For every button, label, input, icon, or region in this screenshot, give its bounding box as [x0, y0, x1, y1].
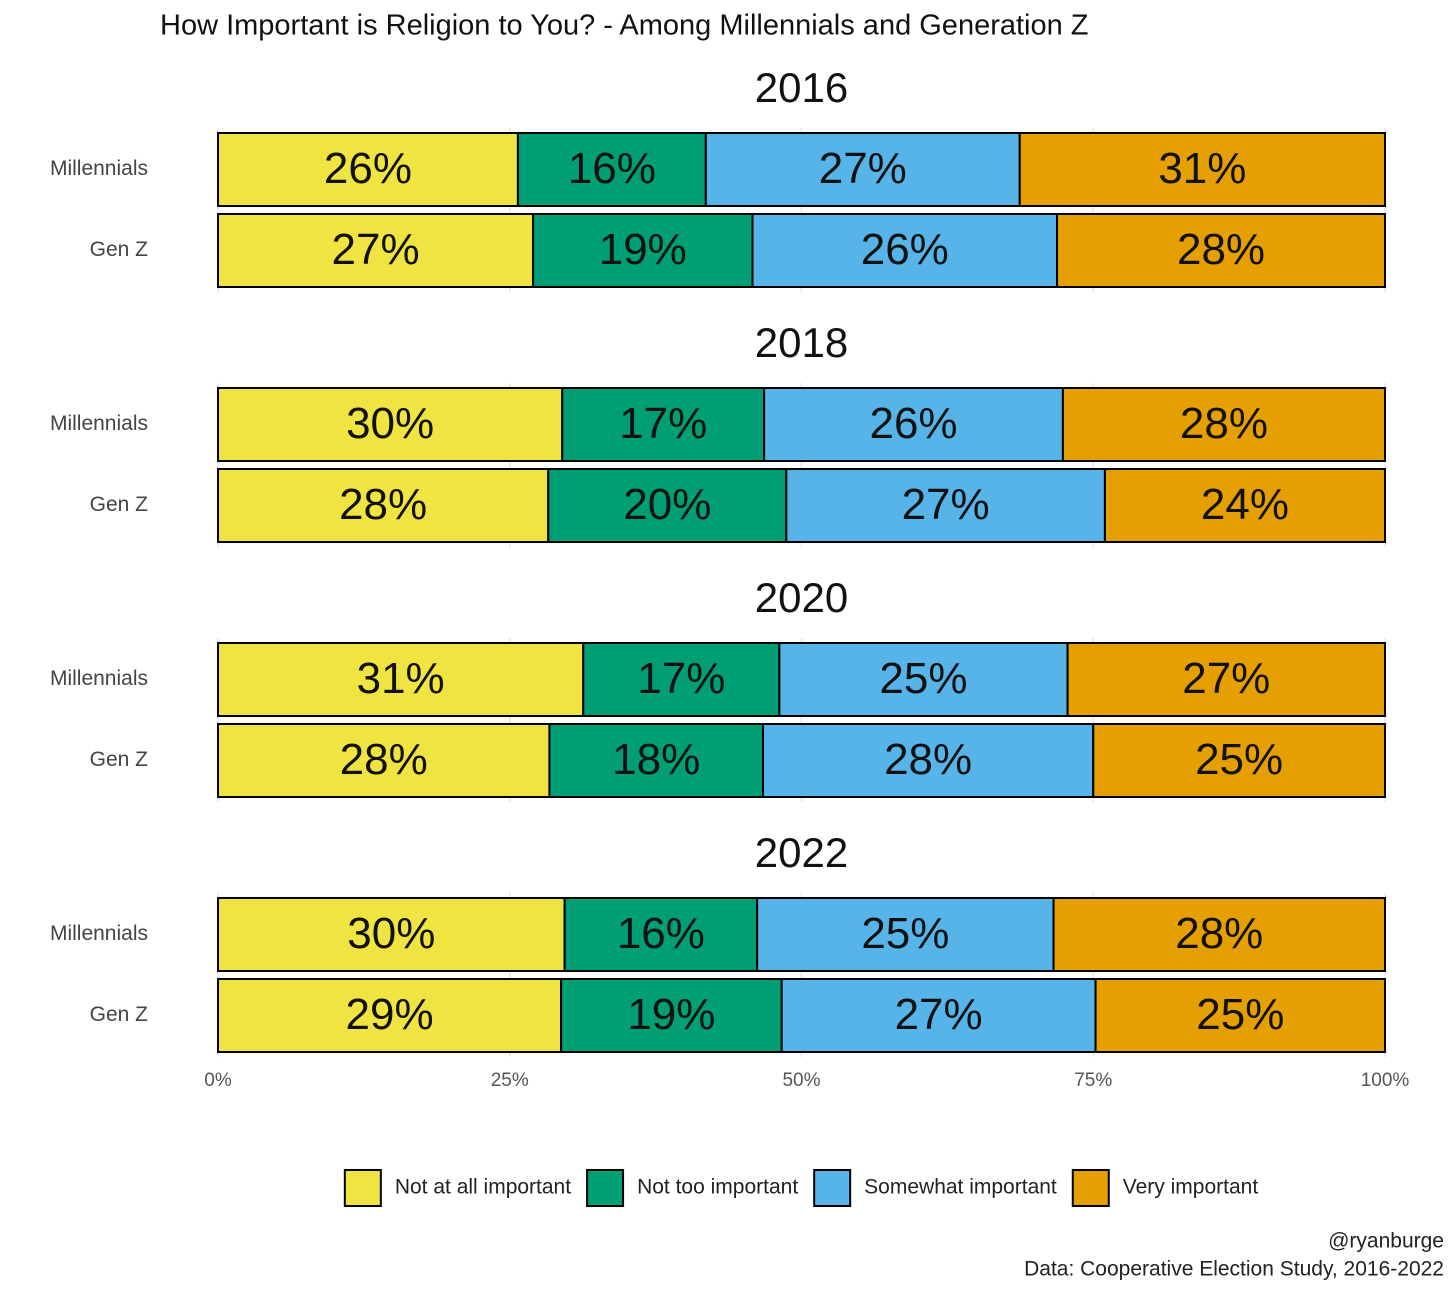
x-tick-label: 75% — [1074, 1070, 1112, 1091]
value-label: 17% — [637, 654, 725, 703]
value-label: 30% — [346, 399, 434, 448]
bar-segment — [1056, 213, 1386, 288]
legend-label: Not too important — [637, 1176, 798, 1199]
bar-segment — [217, 213, 535, 288]
y-tick-label: Gen Z — [90, 1003, 149, 1026]
x-tick-label: 100% — [1361, 1070, 1410, 1091]
value-label: 19% — [599, 225, 687, 274]
value-label: 26% — [869, 399, 957, 448]
y-tick-label: Millennials — [50, 922, 148, 945]
bar-segment — [1103, 468, 1387, 543]
bar-segment — [1092, 723, 1386, 798]
bar-segment — [516, 132, 707, 207]
value-label: 28% — [884, 735, 972, 784]
value-label: 25% — [879, 654, 967, 703]
bar-segment — [560, 978, 783, 1053]
bar-segment — [217, 468, 550, 543]
legend-label: Very important — [1123, 1176, 1259, 1199]
value-label: 26% — [324, 144, 412, 193]
value-label: 28% — [1175, 909, 1263, 958]
value-label: 28% — [1180, 399, 1268, 448]
value-label: 25% — [861, 909, 949, 958]
legend-label: Not at all important — [395, 1176, 571, 1199]
facet-title: 2016 — [755, 64, 848, 111]
value-label: 16% — [617, 909, 705, 958]
facet-title: 2020 — [755, 574, 848, 621]
legend-swatch — [586, 1169, 625, 1207]
value-label: 16% — [568, 144, 656, 193]
value-label: 19% — [627, 990, 715, 1039]
bar-segment — [1094, 978, 1386, 1053]
value-label: 27% — [819, 144, 907, 193]
value-label: 20% — [623, 480, 711, 529]
chart-title: How Important is Religion to You? - Amon… — [160, 10, 1089, 42]
value-label: 28% — [340, 735, 428, 784]
x-tick-label: 25% — [491, 1070, 529, 1091]
value-label: 28% — [1177, 225, 1265, 274]
bar-segment — [780, 978, 1097, 1053]
bar-segment — [756, 897, 1055, 972]
value-label: 25% — [1195, 735, 1283, 784]
facet-title: 2018 — [755, 319, 848, 366]
x-tick-label: 50% — [782, 1070, 820, 1091]
bar-segment — [778, 642, 1069, 717]
bar-segment — [582, 642, 781, 717]
facet-title: 2022 — [755, 829, 848, 876]
value-label: 31% — [357, 654, 445, 703]
value-label: 18% — [612, 735, 700, 784]
bar-segment — [563, 897, 759, 972]
bar-segment — [1061, 387, 1386, 462]
bar-segment — [1052, 897, 1387, 972]
bar-segment — [785, 468, 1106, 543]
bar-segment — [763, 387, 1064, 462]
y-tick-label: Gen Z — [90, 748, 149, 771]
value-label: 27% — [895, 990, 983, 1039]
bar-segment — [547, 468, 788, 543]
value-label: 31% — [1158, 144, 1246, 193]
value-label: 27% — [1182, 654, 1270, 703]
y-tick-label: Gen Z — [90, 493, 149, 516]
y-tick-label: Millennials — [50, 157, 148, 180]
bar-segment — [217, 897, 566, 972]
bar-segment — [217, 978, 563, 1053]
bar-segment — [1066, 642, 1387, 717]
bar-segment — [217, 387, 564, 462]
bar-segment — [217, 723, 551, 798]
caption: @ryanburge — [1328, 1230, 1444, 1253]
bar-segment — [1018, 132, 1386, 207]
bar-segment — [761, 723, 1095, 798]
value-label: 25% — [1196, 990, 1284, 1039]
y-tick-label: Millennials — [50, 412, 148, 435]
bar-segment — [751, 213, 1059, 288]
bar-segment — [532, 213, 754, 288]
y-tick-label: Gen Z — [90, 238, 149, 261]
value-label: 27% — [902, 480, 990, 529]
bar-segment — [217, 132, 519, 207]
bar-segment — [704, 132, 1021, 207]
legend-swatch — [1071, 1169, 1110, 1207]
value-label: 30% — [347, 909, 435, 958]
value-label: 24% — [1201, 480, 1289, 529]
legend-label: Somewhat important — [864, 1176, 1057, 1199]
value-label: 29% — [346, 990, 434, 1039]
value-label: 27% — [332, 225, 420, 274]
legend-swatch — [813, 1169, 852, 1207]
bar-segment — [217, 642, 585, 717]
value-label: 17% — [619, 399, 707, 448]
value-label: 26% — [861, 225, 949, 274]
caption: Data: Cooperative Election Study, 2016-2… — [1024, 1258, 1444, 1281]
value-label: 28% — [339, 480, 427, 529]
x-tick-label: 0% — [204, 1070, 232, 1091]
y-tick-label: Millennials — [50, 667, 148, 690]
legend-swatch — [343, 1169, 382, 1207]
bar-segment — [561, 387, 766, 462]
